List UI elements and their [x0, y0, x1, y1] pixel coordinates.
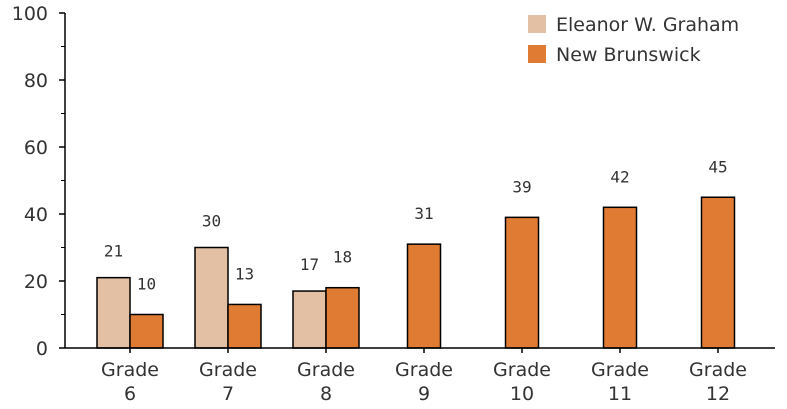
bar-0-1 [194, 246, 229, 349]
x-tick-label-6-0: Grade [689, 359, 747, 381]
x-tick-label-1-1: 7 [222, 383, 234, 405]
bar-1-2 [325, 286, 360, 349]
bar-1-6 [700, 196, 736, 349]
y-tick-label-20: 20 [24, 271, 48, 293]
data-label-1-6: 45 [708, 157, 727, 176]
x-tick-label-2-1: 8 [320, 383, 332, 405]
data-label-1-5: 42 [610, 167, 629, 186]
x-tick-label-6-1: 12 [706, 383, 730, 405]
data-label-1-2: 18 [333, 248, 352, 267]
x-tick-label-4-0: Grade [493, 359, 551, 381]
bar-1-1 [227, 303, 262, 349]
x-tick-label-2-0: Grade [297, 359, 355, 381]
bar-1-4 [504, 216, 540, 349]
y-tick-label-60: 60 [24, 137, 48, 159]
data-label-1-3: 31 [414, 204, 433, 223]
x-tick-label-4-1: 10 [510, 383, 534, 405]
x-tick-label-1-0: Grade [199, 359, 257, 381]
data-label-0-1: 30 [202, 212, 221, 231]
data-label-1-4: 39 [512, 177, 531, 196]
x-tick-label-3-0: Grade [395, 359, 453, 381]
x-tick-label-3-1: 9 [418, 383, 430, 405]
data-label-0-0: 21 [104, 242, 123, 261]
x-tick-label-0-0: Grade [101, 359, 159, 381]
y-tick-label-0: 0 [36, 338, 48, 360]
x-tick-label-5-0: Grade [591, 359, 649, 381]
bar-1-5 [602, 206, 638, 349]
data-label-1-0: 10 [137, 275, 156, 294]
x-tick-label-5-1: 11 [608, 383, 632, 405]
x-axis: Grade6Grade7Grade8Grade9Grade10Grade11Gr… [65, 347, 775, 405]
legend: Eleanor W. Graham New Brunswick [528, 14, 739, 66]
legend-label-1: New Brunswick [556, 44, 701, 66]
y-tick-label-80: 80 [24, 70, 48, 92]
bar-0-2 [292, 290, 327, 349]
x-tick-label-0-1: 6 [124, 383, 136, 405]
data-label-1-1: 13 [235, 264, 254, 283]
data-label-0-2: 17 [300, 255, 319, 274]
bar-1-3 [406, 243, 442, 349]
legend-swatch-0 [528, 15, 546, 33]
bars [96, 196, 736, 349]
legend-swatch-1 [528, 45, 546, 63]
bar-0-0 [96, 276, 131, 349]
bar-1-0 [129, 313, 164, 349]
y-tick-label-40: 40 [24, 204, 48, 226]
y-axis: 0 20 40 60 80 100 [12, 3, 66, 360]
legend-label-0: Eleanor W. Graham [556, 14, 739, 36]
y-tick-label-100: 100 [12, 3, 48, 25]
data-labels: 21 10 30 13 17 18 31 39 42 45 [104, 157, 728, 293]
